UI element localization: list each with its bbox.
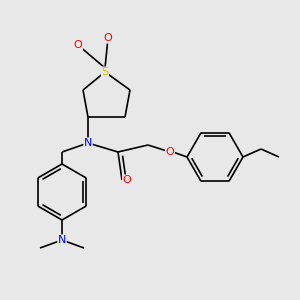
Text: S: S [101, 67, 109, 77]
Text: O: O [103, 33, 112, 43]
Text: N: N [58, 235, 66, 245]
Text: N: N [84, 138, 92, 148]
Text: O: O [123, 175, 131, 185]
Text: O: O [74, 40, 82, 50]
Text: O: O [166, 147, 174, 157]
